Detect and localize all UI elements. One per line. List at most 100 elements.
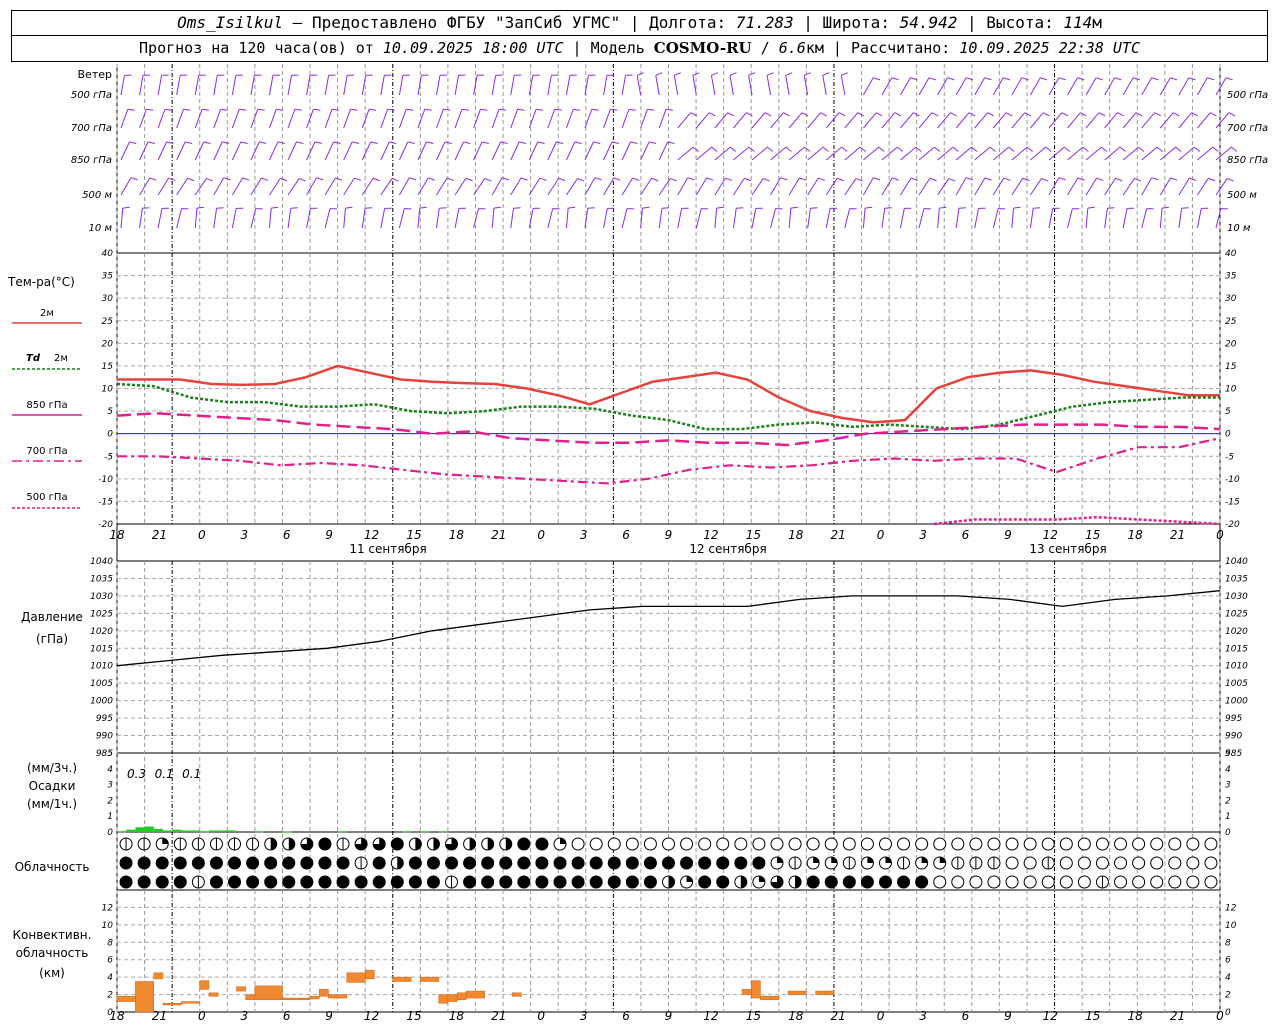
wind-barb-shaft-r4-37 — [807, 208, 811, 229]
wind-barb-r4-4 — [194, 206, 204, 229]
wind-barb-shaft-r0-24 — [565, 75, 571, 96]
wind-barb-flag-r0-42 — [910, 77, 918, 81]
cloud-r2-20 — [481, 875, 495, 889]
temp-ytick-right-0: 40 — [1225, 249, 1237, 259]
xtick-temp-25: 21 — [1170, 528, 1185, 542]
wind-barb-r3-3 — [176, 177, 195, 196]
wind-barb-shaft-r4-34 — [751, 208, 757, 229]
wind-barb-r2-17 — [436, 141, 452, 161]
wind-barb-shaft-r2-12 — [343, 141, 353, 161]
wind-barb-shaft-r0-17 — [436, 75, 441, 96]
wind-barb-r0-27 — [621, 74, 633, 96]
wind-barb-shaft-r3-36 — [788, 177, 800, 196]
cloud-r2-1 — [137, 875, 151, 889]
wind-barb-r4-20 — [491, 206, 501, 229]
wind-barb-r3-13 — [361, 177, 380, 196]
cloud-r0-55 — [1114, 837, 1128, 851]
pressure-line — [116, 590, 1221, 667]
cloud-r1-11 — [318, 856, 332, 870]
wind-barb-shaft-r2-2 — [157, 141, 168, 161]
wind-barb-shaft-r3-46 — [974, 177, 986, 196]
wind-barb-r3-27 — [621, 177, 640, 196]
wind-barb-shaft-r4-51 — [1067, 208, 1073, 229]
wind-barb-shaft-r1-47 — [992, 112, 1007, 129]
cloud-r2-25-full — [572, 876, 585, 888]
cloud-r2-3-full — [174, 876, 187, 888]
cloud-r2-42-full — [879, 876, 892, 888]
wind-barb-r3-45 — [955, 177, 973, 196]
cloud-r2-7-full — [246, 876, 259, 888]
wind-barb-r2-48 — [1011, 146, 1033, 161]
cloud-r2-40 — [842, 875, 856, 889]
wind-barb-flag-r1-38 — [838, 112, 846, 117]
precip-annotation-0: 0.3 — [127, 767, 146, 781]
cloud-r0-40 — [842, 837, 856, 851]
cloud-r0-30-ring — [662, 837, 675, 851]
header-forecast-line: Прогноз на 120 часа(ов) от 10.09.2025 18… — [11, 35, 1268, 62]
wind-barb-shaft-r4-24 — [565, 208, 569, 229]
cloud-r2-36-three — [770, 876, 783, 888]
wind-barb-shaft-r4-58 — [1196, 208, 1202, 229]
wind-barb-r3-8 — [269, 177, 288, 196]
cloud-r1-49-ring — [1005, 856, 1019, 870]
cloud-r0-38-ring — [806, 837, 820, 851]
wind-barb-r3-55 — [1141, 177, 1159, 196]
precip-bar-18 — [438, 831, 448, 833]
cloud-r2-16-full — [409, 876, 422, 888]
wind-barb-flag-r3-55 — [1151, 177, 1159, 181]
wind-barb-flag-r1-22 — [536, 108, 544, 111]
wind-barb-flag-r1-36 — [801, 112, 809, 117]
wind-barb-shaft-r4-15 — [398, 208, 405, 229]
cloud-r0-42 — [878, 837, 892, 851]
wind-barb-shaft-r1-4 — [194, 109, 203, 129]
wind-barb-flag-r1-37 — [820, 112, 827, 117]
wind-barb-r0-53 — [1104, 77, 1122, 96]
wind-barb-shaft-r1-17 — [436, 109, 444, 129]
wind-barb-shaft-r0-5 — [213, 75, 218, 96]
cloud-r1-54 — [1095, 856, 1109, 870]
cloud-r0-20-half — [487, 838, 494, 850]
cloud-r1-56-ring — [1132, 856, 1146, 870]
wind-barb-r2-24 — [565, 141, 582, 161]
wind-barb-shaft-r3-54 — [1122, 178, 1135, 196]
cloud-r1-10-full — [300, 857, 313, 869]
cloud-r2-56-ring — [1132, 875, 1146, 889]
cloud-r2-41-full — [861, 876, 874, 888]
wind-barb-shaft-r1-5 — [213, 109, 222, 129]
wind-barb-flag-r2-57 — [1193, 146, 1201, 152]
wind-barb-shaft-r2-53 — [1104, 146, 1121, 161]
xtick-temp-17: 21 — [831, 528, 846, 542]
wind-barb-r1-30 — [677, 112, 698, 129]
cloud-r2-49-ring — [1005, 875, 1019, 889]
wind-barb-shaft-r2-8 — [269, 141, 279, 161]
wind-barb-shaft-r2-36 — [788, 146, 805, 161]
cloud-r2-11 — [318, 875, 332, 889]
wind-barb-shaft-r4-55 — [1141, 208, 1148, 229]
cloud-r2-35 — [752, 875, 766, 889]
wind-barb-flag-r0-28 — [637, 72, 644, 76]
cloud-r1-44 — [915, 856, 929, 870]
wind-barb-shaft-r4-0 — [120, 208, 124, 229]
cloud-r2-47 — [969, 875, 983, 889]
wind-barb-r2-49 — [1030, 146, 1052, 161]
cloud-r0-29-ring — [643, 837, 657, 851]
cloud-r0-35 — [752, 837, 766, 851]
wind-barb-shaft-r4-5 — [213, 208, 218, 229]
conv-label-1: Конвективн. — [13, 928, 92, 942]
temp-ytick-right-4: 20 — [1225, 339, 1237, 349]
wind-barb-shaft-r2-32 — [714, 146, 731, 161]
wind-barb-shaft-r3-7 — [250, 177, 262, 196]
temp-ytick-right-10: -10 — [1225, 475, 1240, 485]
wind-barb-flag-r2-59 — [1231, 146, 1238, 152]
cloud-r2-24-full — [554, 876, 567, 888]
wind-barb-flag-r1-8 — [276, 108, 284, 111]
cloud-r2-26 — [589, 875, 603, 889]
cloud-r2-0 — [119, 875, 133, 889]
conv-bar-7 — [236, 986, 246, 992]
wind-barb-shaft-r1-36 — [788, 112, 803, 129]
precip-annotation-1: 0.1 — [155, 767, 174, 781]
wind-barb-r4-47 — [992, 208, 1006, 229]
wind-barb-shaft-r4-43 — [918, 208, 925, 229]
xtick-conv-8: 18 — [449, 1009, 465, 1023]
